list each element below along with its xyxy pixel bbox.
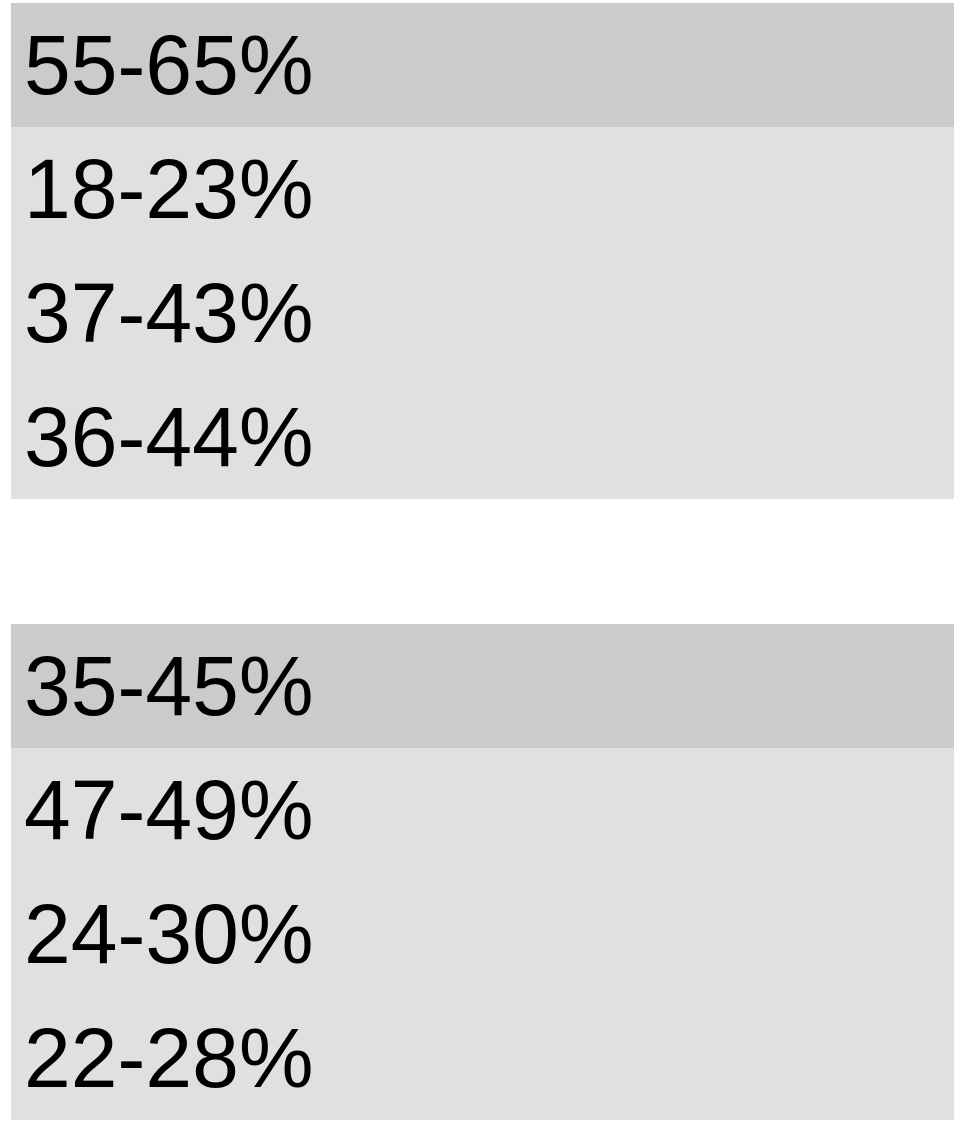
table-2-row: 47-49% <box>11 748 954 872</box>
table-1-row: 37-43% <box>11 251 954 375</box>
range-value: 22-28% <box>24 1011 314 1105</box>
range-value: 47-49% <box>24 763 314 857</box>
range-value: 24-30% <box>24 887 314 981</box>
range-value: 18-23% <box>24 142 314 236</box>
table-1-row: 18-23% <box>11 127 954 251</box>
table-2-row: 22-28% <box>11 996 954 1120</box>
table-2-row: 24-30% <box>11 872 954 996</box>
range-value: 35-45% <box>24 639 314 733</box>
table-2-header-row: 35-45% <box>11 624 954 748</box>
table-1-row: 36-44% <box>11 375 954 499</box>
table-1-header-row: 55-65% <box>11 3 954 127</box>
range-value: 37-43% <box>24 266 314 360</box>
range-value: 55-65% <box>24 18 314 112</box>
range-table-1: 55-65% 18-23% 37-43% 36-44% <box>11 3 954 499</box>
range-table-2: 35-45% 47-49% 24-30% 22-28% <box>11 624 954 1120</box>
range-value: 36-44% <box>24 390 314 484</box>
